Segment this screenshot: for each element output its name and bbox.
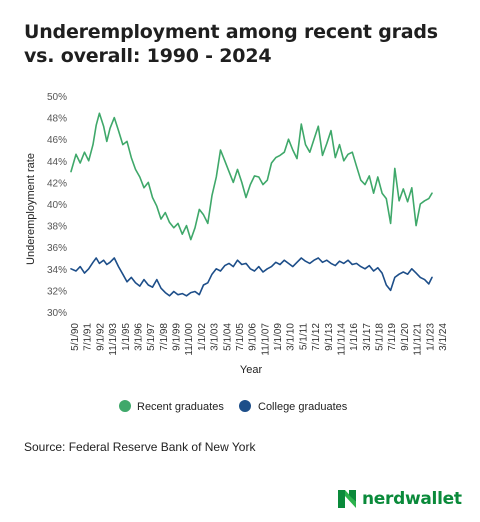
legend-marker-recent-graduates: [119, 400, 131, 412]
series-line-recent-graduates: [70, 112, 433, 241]
legend-label-recent-graduates: Recent graduates: [137, 401, 224, 413]
x-tick-label: 1/1/23: [425, 323, 436, 351]
y-tick-label: 38%: [47, 222, 67, 233]
y-tick-label: 32%: [47, 286, 67, 297]
x-tick-label: 1/1/02: [197, 323, 208, 351]
x-tick-label: 5/1/90: [70, 323, 81, 351]
y-tick-label: 46%: [47, 135, 67, 146]
x-tick-label: 7/1/12: [311, 323, 322, 351]
x-tick-label: 9/1/92: [95, 323, 106, 351]
x-tick-label: 1/1/09: [273, 323, 284, 351]
series-line-college-graduates: [70, 257, 433, 297]
x-tick-label: 5/1/18: [375, 323, 386, 351]
y-tick-label: 50%: [47, 92, 67, 103]
series-lines: [70, 112, 433, 297]
x-tick-label: 9/1/06: [248, 323, 259, 351]
x-tick-label: 11/1/21: [413, 323, 424, 356]
y-axis-label: Underemployment rate: [25, 153, 37, 265]
y-tick-label: 34%: [47, 265, 67, 276]
y-axis: 30% 32% 34% 36% 38% 40% 42% 44% 46% 48% 50%: [47, 92, 67, 319]
x-tick-label: 3/1/17: [362, 323, 373, 351]
brand-logo: nerdwallet: [336, 486, 462, 512]
x-tick-label: 3/1/24: [438, 323, 449, 351]
x-tick-label: 9/1/20: [400, 323, 411, 351]
x-axis: 5/1/90 7/1/91 9/1/92 11/1/93 1/1/95 3/1/96 5/1…: [70, 323, 449, 356]
x-tick-label: 11/1/00: [184, 323, 195, 356]
x-tick-label: 9/1/13: [324, 323, 335, 351]
x-axis-label: Year: [240, 364, 263, 376]
x-tick-label: 1/1/16: [349, 323, 360, 351]
x-tick-label: 9/1/99: [172, 323, 183, 351]
x-tick-label: 11/1/93: [108, 323, 119, 356]
y-tick-label: 48%: [47, 114, 67, 125]
legend-label-college-graduates: College graduates: [258, 401, 348, 413]
y-tick-label: 40%: [47, 200, 67, 211]
x-tick-label: 5/1/97: [146, 323, 157, 351]
x-tick-label: 7/1/05: [235, 323, 246, 351]
y-tick-label: 44%: [47, 157, 67, 168]
chart-title: Underemployment among recent grads vs. o…: [24, 21, 438, 67]
brand-name: nerdwallet: [362, 489, 462, 509]
x-tick-label: 1/1/95: [121, 323, 132, 351]
x-tick-label: 7/1/98: [159, 323, 170, 351]
y-tick-label: 30%: [47, 308, 67, 319]
x-tick-label: 3/1/03: [210, 323, 221, 351]
x-tick-label: 7/1/91: [83, 323, 94, 351]
x-tick-label: 5/1/11: [298, 323, 309, 350]
x-tick-label: 5/1/04: [222, 323, 233, 351]
chart-svg: 30% 32% 34% 36% 38% 40% 42% 44% 46% 48% 50% 5/1/90…: [25, 92, 449, 413]
x-tick-label: 3/1/10: [286, 323, 297, 351]
y-tick-label: 36%: [47, 243, 67, 254]
nerdwallet-logo-icon: [336, 488, 358, 510]
x-tick-label: 11/1/14: [337, 323, 348, 356]
source-note: Source: Federal Reserve Bank of New York: [24, 440, 256, 454]
x-tick-label: 11/1/07: [260, 323, 271, 356]
legend-marker-college-graduates: [239, 400, 251, 412]
x-tick-label: 3/1/96: [133, 323, 144, 351]
legend: Recent graduates College graduates: [119, 400, 348, 413]
y-tick-label: 42%: [47, 178, 67, 189]
x-tick-label: 7/1/19: [387, 323, 398, 351]
